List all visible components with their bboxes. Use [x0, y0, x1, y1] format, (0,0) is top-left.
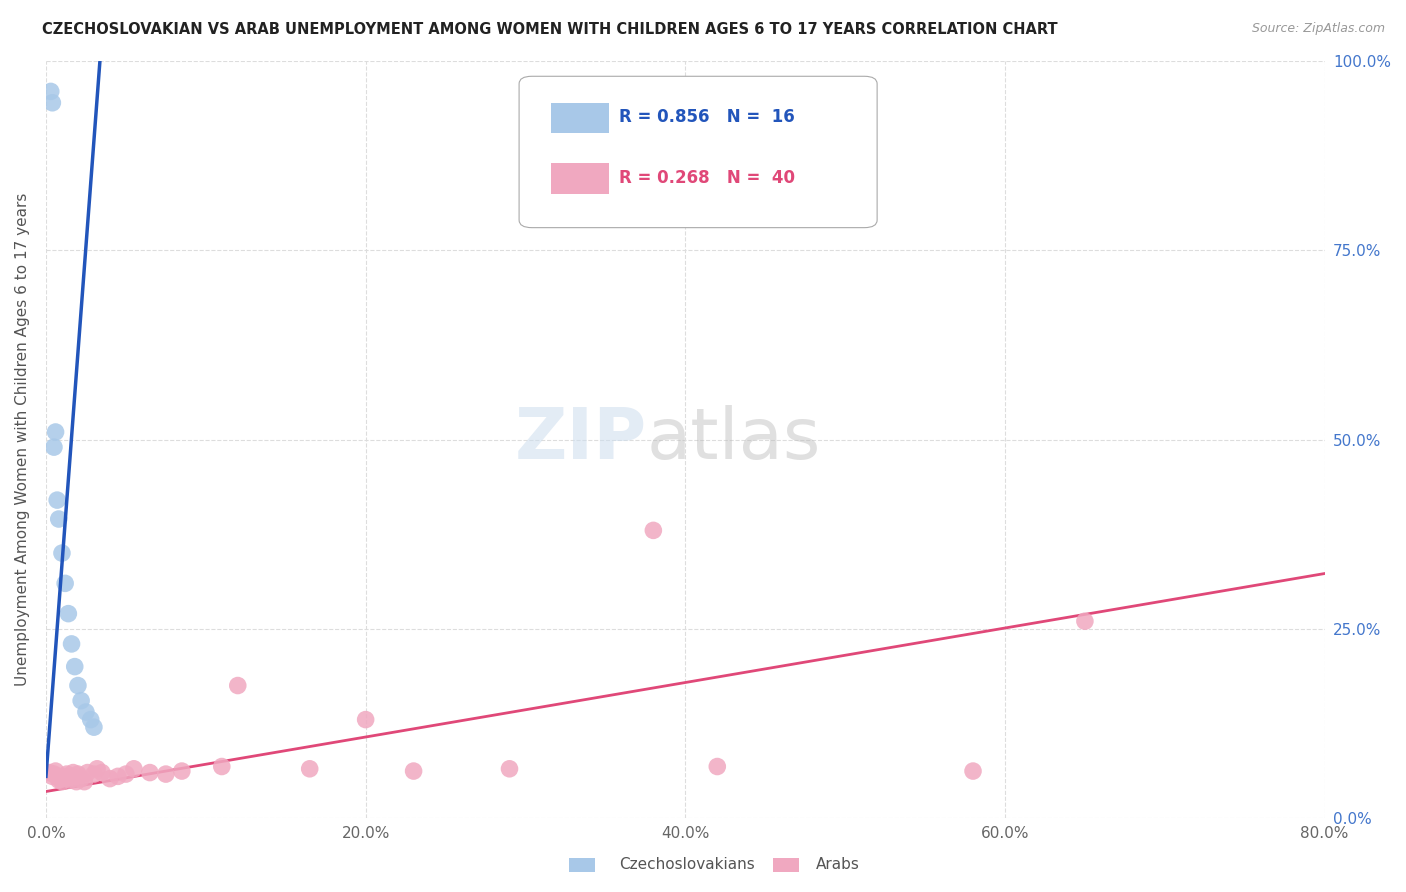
Point: [46, 769, 69, 783]
Point: [46, 493, 69, 508]
Point: [155, 767, 177, 781]
Point: [63, 772, 86, 786]
Point: [706, 759, 728, 773]
Point: [70, 694, 93, 708]
Point: [48, 773, 70, 788]
Point: [58, 607, 80, 621]
Point: [90, 765, 112, 780]
Point: [643, 524, 665, 538]
Point: [42, 440, 65, 454]
Point: [1074, 614, 1097, 628]
Point: [298, 762, 321, 776]
Text: Czechoslovakians: Czechoslovakians: [619, 857, 755, 872]
Point: [66, 767, 89, 781]
Point: [83, 720, 105, 734]
Point: [70, 772, 93, 786]
Text: Source: ZipAtlas.com: Source: ZipAtlas.com: [1251, 22, 1385, 36]
Text: CZECHOSLOVAKIAN VS ARAB UNEMPLOYMENT AMONG WOMEN WITH CHILDREN AGES 6 TO 17 YEAR: CZECHOSLOVAKIAN VS ARAB UNEMPLOYMENT AMO…: [42, 22, 1057, 37]
Point: [498, 762, 520, 776]
Point: [45, 764, 67, 778]
Point: [80, 713, 103, 727]
Point: [63, 659, 86, 673]
Point: [66, 679, 89, 693]
Point: [60, 769, 83, 783]
Bar: [551, 103, 609, 133]
Point: [41, 769, 63, 783]
Point: [83, 767, 105, 781]
Text: R = 0.856   N =  16: R = 0.856 N = 16: [619, 108, 794, 126]
Point: [52, 769, 75, 783]
Point: [49, 772, 72, 786]
Point: [65, 774, 87, 789]
Point: [60, 637, 83, 651]
Point: [170, 764, 193, 778]
FancyBboxPatch shape: [519, 77, 877, 227]
Text: Arabs: Arabs: [815, 857, 859, 872]
Text: ZIP: ZIP: [515, 405, 647, 474]
Point: [59, 773, 82, 788]
Point: [53, 576, 76, 591]
Point: [211, 759, 233, 773]
Point: [48, 512, 70, 526]
Point: [51, 546, 73, 560]
Point: [226, 679, 249, 693]
Point: [51, 774, 73, 789]
Point: [86, 762, 108, 776]
Y-axis label: Unemployment Among Women with Children Ages 6 to 17 years: Unemployment Among Women with Children A…: [15, 193, 30, 686]
Point: [38, 765, 60, 780]
Point: [139, 765, 162, 780]
Point: [42, 767, 65, 781]
Point: [107, 769, 129, 783]
Point: [41, 95, 63, 110]
Point: [55, 767, 77, 781]
Point: [45, 425, 67, 439]
Point: [122, 762, 145, 776]
Point: [62, 765, 84, 780]
Point: [75, 705, 97, 719]
Point: [962, 764, 984, 778]
Text: R = 0.268   N =  40: R = 0.268 N = 40: [619, 169, 794, 186]
Point: [98, 772, 121, 786]
Point: [115, 767, 138, 781]
Point: [354, 713, 377, 727]
Point: [402, 764, 425, 778]
Point: [53, 772, 76, 786]
Text: atlas: atlas: [647, 405, 821, 474]
Point: [73, 774, 96, 789]
Point: [39, 84, 62, 98]
Point: [76, 765, 98, 780]
Bar: [551, 163, 609, 194]
